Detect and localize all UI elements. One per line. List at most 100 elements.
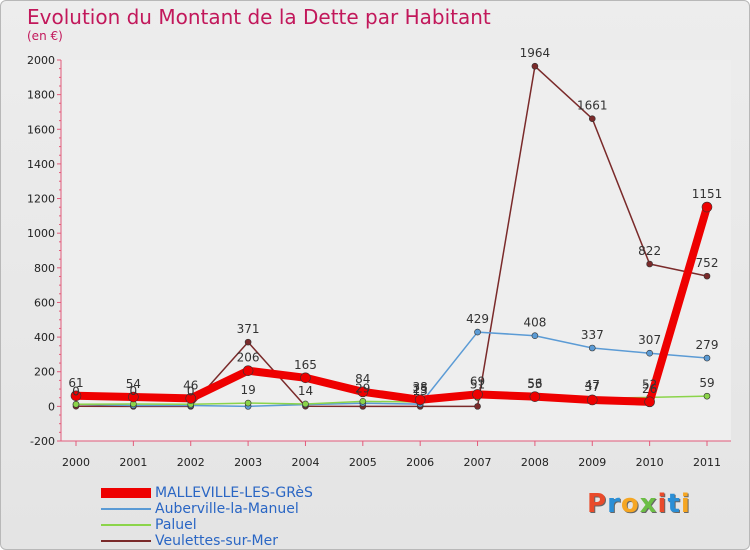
- y-tick-label: -200: [30, 435, 55, 448]
- data-label: 1151: [692, 187, 723, 201]
- data-label: 84: [355, 372, 370, 386]
- data-label: 822: [638, 244, 661, 258]
- data-point: [588, 344, 596, 352]
- legend-label: MALLEVILLE-LES-GRèS: [155, 485, 313, 501]
- plot-area: [61, 60, 731, 441]
- y-tick-label: 600: [34, 296, 55, 309]
- x-tick-label: 2011: [693, 456, 721, 469]
- y-tick-label: 1000: [27, 227, 55, 240]
- data-label: 37: [585, 380, 600, 394]
- x-tick-label: 2009: [578, 456, 606, 469]
- proxiti-logo: Proxiti: [587, 489, 691, 519]
- data-point: [357, 386, 369, 398]
- y-tick-label: 0: [48, 400, 55, 413]
- data-label: 14: [298, 384, 313, 398]
- legend-label: Veulettes-sur-Mer: [155, 533, 278, 549]
- x-tick-label: 2001: [119, 456, 147, 469]
- x-tick-label: 2008: [521, 456, 549, 469]
- legend-swatch: [101, 524, 151, 526]
- data-label: 53: [527, 377, 542, 391]
- data-point: [646, 260, 653, 268]
- data-label: 38: [413, 380, 428, 394]
- series-line: [75, 65, 708, 408]
- chart-subtitle: (en €): [27, 29, 63, 43]
- data-point: [414, 394, 426, 406]
- data-point: [244, 399, 252, 407]
- legend-swatch: [101, 488, 151, 498]
- data-label: 752: [696, 256, 719, 270]
- data-label: 29: [355, 381, 370, 395]
- legend-label: Auberville-la-Manuel: [155, 501, 299, 517]
- data-point: [529, 391, 541, 402]
- series-line: [75, 331, 708, 408]
- logo-letter: x: [639, 489, 658, 519]
- data-label: 307: [638, 333, 661, 347]
- data-label: 429: [466, 312, 489, 326]
- data-label: 26: [642, 382, 657, 396]
- logo-letter: o: [620, 489, 640, 519]
- data-point: [474, 328, 481, 336]
- x-tick-label: 2007: [464, 456, 492, 469]
- y-tick-label: 1600: [27, 123, 55, 136]
- series-line: [72, 203, 711, 406]
- y-tick-label: 1800: [27, 89, 55, 102]
- data-label: 165: [294, 358, 317, 372]
- data-point: [531, 332, 539, 340]
- legend-item: Veulettes-sur-Mer: [101, 533, 313, 549]
- data-point: [646, 349, 653, 357]
- data-point: [474, 403, 481, 410]
- data-point: [703, 272, 711, 280]
- data-label: 61: [68, 376, 83, 390]
- x-tick-label: 2010: [636, 456, 664, 469]
- data-point: [242, 365, 254, 376]
- data-point: [359, 398, 367, 405]
- y-tick-label: 2000: [27, 54, 55, 67]
- data-label: 1661: [577, 99, 608, 113]
- data-point: [701, 201, 713, 213]
- x-tick-label: 2002: [177, 456, 205, 469]
- data-label: 279: [696, 338, 719, 352]
- data-point: [472, 389, 483, 400]
- x-tick-label: 2006: [406, 456, 434, 469]
- data-label: 1964: [520, 46, 551, 60]
- data-point: [72, 400, 80, 408]
- x-tick-label: 2005: [349, 456, 377, 469]
- legend: MALLEVILLE-LES-GRèS Auberville-la-Manuel P…: [101, 485, 313, 549]
- data-label: 56: [527, 377, 542, 391]
- legend-swatch: [101, 508, 151, 510]
- data-label: 51: [470, 378, 485, 392]
- chart-title: Evolution du Montant de la Dette par Hab…: [27, 5, 491, 29]
- data-label: 54: [126, 377, 141, 391]
- data-point: [302, 400, 309, 408]
- x-tick-label: 2000: [62, 456, 90, 469]
- legend-swatch: [101, 540, 151, 542]
- data-point: [586, 394, 598, 406]
- data-point: [703, 354, 711, 362]
- y-tick-label: 1200: [27, 193, 55, 206]
- data-point: [128, 391, 139, 403]
- data-label: 0: [187, 384, 195, 398]
- data-label: 337: [581, 328, 604, 342]
- data-label: 47: [585, 378, 600, 392]
- data-label: 19: [240, 383, 255, 397]
- data-label: 13: [413, 384, 428, 398]
- data-point: [588, 115, 596, 123]
- legend-label: Paluel: [155, 517, 197, 533]
- legend-item: MALLEVILLE-LES-GRèS: [101, 485, 313, 501]
- data-label: 69: [470, 374, 485, 388]
- logo-letter: i: [680, 489, 691, 519]
- data-label: 371: [237, 322, 260, 336]
- data-point: [185, 393, 197, 404]
- data-label: 25: [413, 382, 428, 396]
- data-point: [644, 396, 655, 408]
- data-point: [531, 62, 539, 70]
- data-label: 52: [642, 377, 657, 391]
- logo-letter: P: [587, 489, 608, 519]
- data-label: 0: [130, 384, 138, 398]
- x-tick-label: 2003: [234, 456, 262, 469]
- y-tick-label: 200: [34, 366, 55, 379]
- data-label: 206: [237, 351, 260, 365]
- data-point: [244, 338, 252, 346]
- y-tick-label: 1400: [27, 158, 55, 171]
